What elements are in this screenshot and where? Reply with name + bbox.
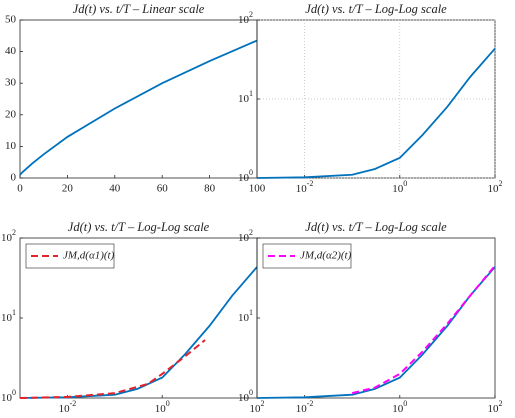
legend-box bbox=[25, 243, 115, 269]
x-tick-label: 100 bbox=[392, 179, 407, 195]
x-tick-label: 10-2 bbox=[296, 399, 314, 415]
y-tick-label: 10 bbox=[5, 140, 17, 152]
legend-label: JM,d(α2)(t) bbox=[300, 250, 352, 262]
series-line bbox=[19, 266, 258, 399]
x-tick-label: 102 bbox=[488, 179, 503, 195]
series-line bbox=[351, 265, 496, 395]
legend-label: JM,d(α1)(t) bbox=[63, 250, 115, 262]
y-tick-label: 102 bbox=[238, 10, 253, 26]
y-tick-label: 101 bbox=[238, 308, 253, 324]
x-tick-label: 20 bbox=[62, 183, 74, 195]
y-tick-label: 102 bbox=[1, 228, 16, 244]
series-line bbox=[19, 339, 206, 399]
y-tick-label: 101 bbox=[238, 89, 253, 105]
x-tick-label: 10-2 bbox=[296, 179, 314, 195]
y-tick-label: 40 bbox=[5, 45, 17, 57]
x-tick-label: 60 bbox=[157, 183, 169, 195]
y-tick-label: 100 bbox=[1, 388, 16, 404]
x-tick-label: 80 bbox=[204, 183, 216, 195]
y-tick-label: 20 bbox=[5, 108, 17, 120]
x-tick-label: 0 bbox=[17, 183, 23, 195]
chart-title: Jd(t) vs. t/T – Log-Log scale bbox=[305, 220, 447, 234]
chart-title: Jd(t) vs. t/T – Log-Log scale bbox=[305, 2, 447, 16]
x-tick-label: 10-2 bbox=[59, 399, 77, 415]
chart-title: Jd(t) vs. t/T – Linear scale bbox=[73, 2, 205, 16]
series-line bbox=[19, 39, 258, 176]
x-tick-label: 100 bbox=[249, 183, 266, 195]
x-tick-label: 100 bbox=[155, 399, 170, 415]
plot-frame bbox=[19, 19, 258, 179]
y-tick-label: 100 bbox=[238, 168, 253, 184]
x-tick-label: 40 bbox=[109, 183, 121, 195]
chart-title: Jd(t) vs. t/T – Log-Log scale bbox=[68, 220, 210, 234]
plot-frame bbox=[256, 19, 496, 179]
x-tick-label: 102 bbox=[488, 399, 503, 415]
y-tick-label: 30 bbox=[5, 77, 17, 89]
y-tick-label: 50 bbox=[5, 14, 17, 26]
series-line bbox=[256, 266, 496, 399]
y-tick-label: 102 bbox=[238, 228, 253, 244]
y-tick-label: 101 bbox=[1, 308, 16, 324]
y-tick-label: 0 bbox=[11, 172, 17, 184]
legend-box bbox=[262, 243, 352, 269]
x-tick-label: 102 bbox=[250, 399, 265, 415]
series-line bbox=[256, 47, 496, 179]
x-tick-label: 100 bbox=[392, 399, 407, 415]
y-tick-label: 100 bbox=[238, 388, 253, 404]
